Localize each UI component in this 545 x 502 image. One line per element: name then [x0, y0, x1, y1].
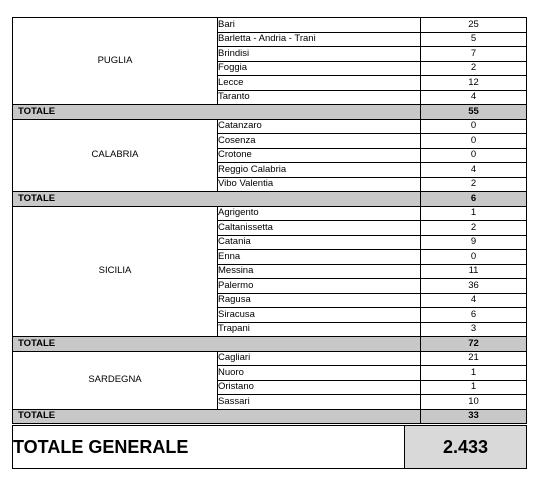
- city-name: Vibo Valentia: [217, 176, 421, 192]
- city-name: Oristano: [217, 379, 421, 395]
- city-name: Caltanissetta: [217, 220, 421, 236]
- region-name: CALABRIA: [12, 118, 218, 192]
- city-count: 5: [420, 31, 527, 47]
- city-count: 4: [420, 89, 527, 105]
- city-name: Ragusa: [217, 292, 421, 308]
- city-name: Cosenza: [217, 133, 421, 149]
- city-count: 11: [420, 263, 527, 279]
- city-count: 7: [420, 46, 527, 62]
- city-count: 6: [420, 307, 527, 323]
- city-count: 2: [420, 176, 527, 192]
- table-row: SICILIA Agrigento 1: [12, 205, 527, 337]
- city-name: Agrigento: [217, 205, 421, 221]
- city-count: 21: [420, 350, 527, 366]
- city-count: 1: [420, 205, 527, 221]
- city-count: 12: [420, 75, 527, 91]
- table-row: Brindisi 7: [13, 46, 527, 62]
- city-count: 0: [420, 147, 527, 163]
- table-body: PUGLIA Bari 25 Barletta - Andria - Trani 5 Br…: [12, 17, 527, 424]
- total-row: TOTALE 55: [12, 104, 527, 120]
- city-count: 25: [420, 17, 527, 33]
- city-name: Lecce: [217, 75, 421, 91]
- city-name: Sassari: [217, 394, 421, 410]
- city-name: Trapani: [217, 321, 421, 337]
- region-name: PUGLIA: [12, 17, 218, 105]
- total-label: TOTALE: [12, 336, 421, 352]
- city-name: Foggia: [217, 60, 421, 76]
- table-row: Vibo Valentia 2: [13, 176, 527, 192]
- city-name: Crotone: [217, 147, 421, 163]
- total-value: 72: [420, 336, 527, 352]
- table-row: SARDEGNA Cagliari 21: [12, 350, 527, 410]
- total-value: 33: [420, 408, 527, 424]
- city-name: Bari: [217, 17, 421, 33]
- grand-total-row: TOTALE GENERALE 2.433: [12, 425, 527, 469]
- region-name: SARDEGNA: [12, 350, 218, 410]
- table-row: Reggio Calabria 4: [13, 162, 527, 178]
- table-row: Ragusa 4: [13, 292, 527, 308]
- city-count: 2: [420, 220, 527, 236]
- table-row: Catania 9: [13, 234, 527, 250]
- city-count: 10: [420, 394, 527, 410]
- table-row: PUGLIA Bari 25: [12, 17, 527, 105]
- table-row: Taranto 4: [13, 89, 527, 105]
- total-label: TOTALE: [12, 191, 421, 207]
- city-name: Nuoro: [217, 365, 421, 381]
- table-row: Lecce 12: [13, 75, 527, 91]
- total-value: 55: [420, 104, 527, 120]
- city-name: Reggio Calabria: [217, 162, 421, 178]
- table-row: Oristano 1: [13, 379, 527, 395]
- grand-total-value: 2.433: [404, 425, 527, 469]
- table-row: Cosenza 0: [13, 133, 527, 149]
- table-row: Trapani 3: [13, 321, 527, 337]
- total-label: TOTALE: [12, 104, 421, 120]
- city-count: 4: [420, 292, 527, 308]
- city-name: Taranto: [217, 89, 421, 105]
- city-count: 0: [420, 249, 527, 265]
- city-count: 1: [420, 379, 527, 395]
- table-row: Caltanissetta 2: [13, 220, 527, 236]
- city-name: Enna: [217, 249, 421, 265]
- table-row: Crotone 0: [13, 147, 527, 163]
- city-count: 3: [420, 321, 527, 337]
- region-name: SICILIA: [12, 205, 218, 337]
- table-row: CALABRIA Catanzaro 0: [12, 118, 527, 192]
- city-name: Barletta - Andria - Trani: [217, 31, 421, 47]
- city-name: Catania: [217, 234, 421, 250]
- city-count: 1: [420, 365, 527, 381]
- total-row: TOTALE 6: [12, 191, 527, 207]
- total-row: TOTALE 72: [12, 336, 527, 352]
- city-count: 9: [420, 234, 527, 250]
- total-value: 6: [420, 191, 527, 207]
- city-name: Catanzaro: [217, 118, 421, 134]
- total-label: TOTALE: [12, 408, 421, 424]
- grand-total-label: TOTALE GENERALE: [12, 425, 405, 469]
- city-name: Cagliari: [217, 350, 421, 366]
- city-count: 0: [420, 118, 527, 134]
- table-row: Nuoro 1: [13, 365, 527, 381]
- city-count: 36: [420, 278, 527, 294]
- grand-total-table: TOTALE GENERALE 2.433: [12, 425, 527, 469]
- city-name: Messina: [217, 263, 421, 279]
- regional-table: PUGLIA Bari 25 Barletta - Andria - Trani 5 Br…: [12, 17, 527, 424]
- city-name: Siracusa: [217, 307, 421, 323]
- total-row: TOTALE 33: [12, 408, 527, 424]
- city-name: Palermo: [217, 278, 421, 294]
- city-count: 2: [420, 60, 527, 76]
- city-name: Brindisi: [217, 46, 421, 62]
- city-count: 4: [420, 162, 527, 178]
- city-count: 0: [420, 133, 527, 149]
- table-row: Enna 0: [13, 249, 527, 265]
- table-row: Sassari 10: [13, 394, 527, 410]
